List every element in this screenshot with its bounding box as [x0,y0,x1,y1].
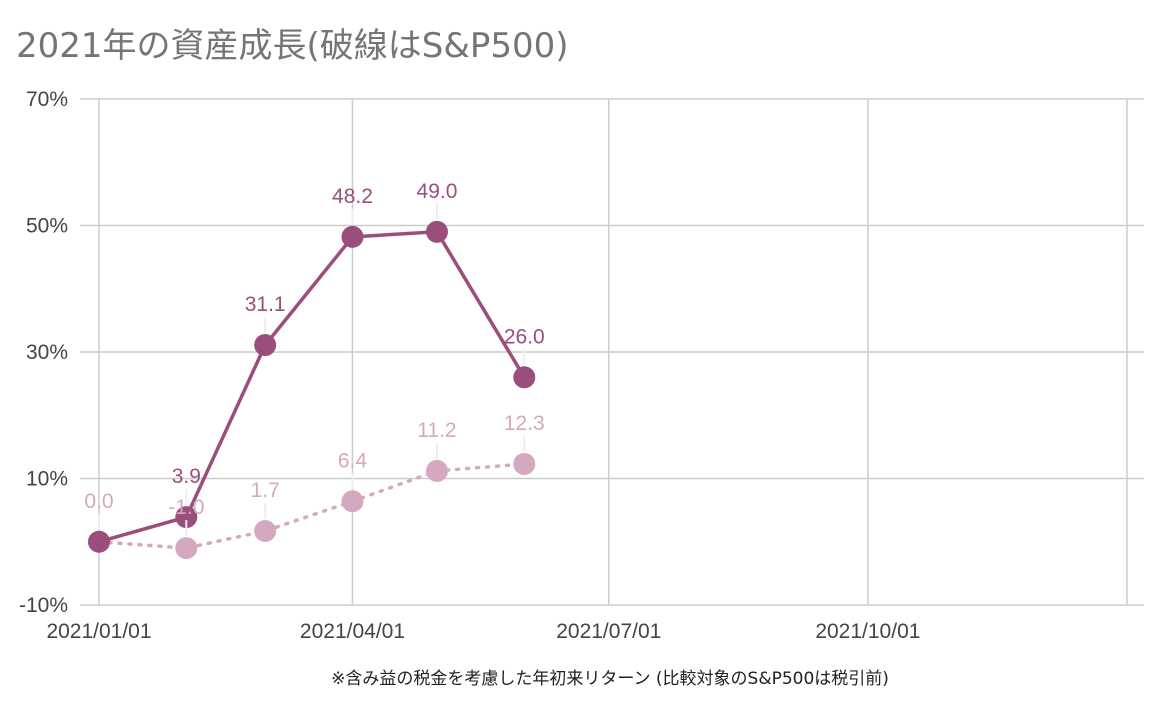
series-line [97,462,527,550]
data-label: 6.4 [338,449,368,472]
data-point [341,490,364,513]
data-label: 26.0 [504,325,545,348]
y-tick-label: 30% [26,341,68,364]
data-point [254,334,277,357]
data-label: 48.2 [332,185,373,208]
data-point [425,220,448,243]
chart-title: 2021年の資産成長(破線はS&P500) [16,26,569,66]
data-label: 1.7 [251,479,280,502]
data-label: 11.2 [417,419,456,442]
series-line [97,230,527,544]
data-label: 31.1 [245,293,286,316]
axis-layer: 70% 50% 30% 10% -10% 2021/01/01 2021/04/01 2021… [19,88,920,643]
data-point [425,459,448,482]
data-point [513,452,536,475]
data-point [341,225,364,248]
x-tick-label: 2021/10/01 [815,620,920,643]
data-point [88,530,110,553]
data-label-layer: 3.9 31.1 48.2 49.0 26.0 0.0 -1.0 1.7 6.4 11.2 12.3 [84,180,545,537]
x-axis-label: ※含み益の税金を考慮した年初来リターン (比較対象のS&P500は税引前) [331,669,889,689]
data-label: 0.0 [84,490,113,513]
data-point [175,506,198,529]
y-tick-label: 70% [26,88,68,111]
data-label: 49.0 [417,180,458,203]
y-tick-label: 50% [26,215,68,238]
x-tick-label: 2021/04/01 [300,620,405,643]
data-point [175,537,198,560]
x-tick-label: 2021/01/01 [46,620,151,643]
grid-layer [80,98,1144,606]
series-layer [88,220,536,560]
data-label: -1.0 [168,496,204,519]
x-tick-label: 2021/07/01 [556,620,661,643]
data-label: 3.9 [172,465,201,488]
data-point [513,366,536,389]
data-point [254,519,277,542]
y-tick-label: -10% [19,594,68,617]
y-tick-label: 10% [26,468,68,491]
data-label: 12.3 [504,412,545,435]
